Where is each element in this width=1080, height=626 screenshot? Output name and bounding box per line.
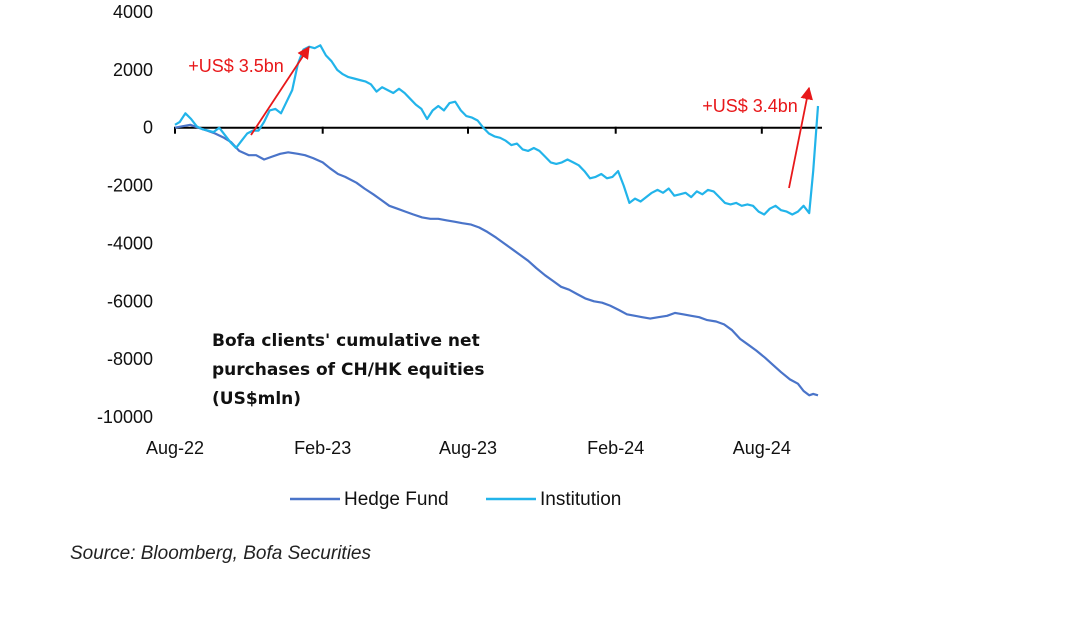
x-tick-label: Aug-23 [439, 438, 497, 458]
x-axis-tick-marks [174, 126, 763, 134]
legend-label-hedge-fund: Hedge Fund [344, 489, 449, 510]
y-tick-label: -8000 [107, 349, 153, 369]
y-tick-label: 4000 [113, 2, 153, 22]
y-tick-label: 0 [143, 118, 153, 138]
annotation-label-1: +US$ 3.5bn [188, 56, 284, 76]
annotation-label-2: +US$ 3.4bn [702, 96, 798, 116]
x-tick-label: Feb-24 [587, 438, 644, 458]
y-tick-label: -10000 [97, 407, 153, 427]
series-line-institution [174, 44, 820, 216]
y-axis-tick-labels: 4000 2000 0 -2000 -4000 -6000 -8000 -10000 [97, 2, 153, 427]
source-note: Source: Bloomberg, Bofa Securities [70, 543, 371, 564]
series-lines [174, 44, 820, 397]
annotations: +US$ 3.5bn +US$ 3.4bn [188, 45, 813, 189]
annotation-arrow-1 [250, 45, 310, 136]
y-tick-label: -2000 [107, 176, 153, 196]
chart-title-line-1: Bofa clients' cumulative net [212, 331, 480, 351]
y-tick-label: -4000 [107, 233, 153, 253]
legend-label-institution: Institution [540, 489, 621, 510]
chart-title: Bofa clients' cumulative net purchases o… [212, 331, 490, 409]
x-tick-label: Aug-22 [146, 438, 204, 458]
annotation-arrow-2 [788, 86, 813, 189]
chart-title-line-2: purchases of CH/HK equities [212, 360, 484, 380]
y-tick-label: -6000 [107, 291, 153, 311]
x-axis-tick-labels: Aug-22 Feb-23 Aug-23 Feb-24 Aug-24 [146, 438, 791, 458]
x-tick-label: Aug-24 [733, 438, 791, 458]
legend: Hedge Fund Institution [290, 489, 621, 510]
y-tick-label: 2000 [113, 60, 153, 80]
series-line-hedge-fund [174, 123, 819, 397]
chart-title-line-3: (US$mln) [212, 389, 301, 409]
x-tick-label: Feb-23 [294, 438, 351, 458]
